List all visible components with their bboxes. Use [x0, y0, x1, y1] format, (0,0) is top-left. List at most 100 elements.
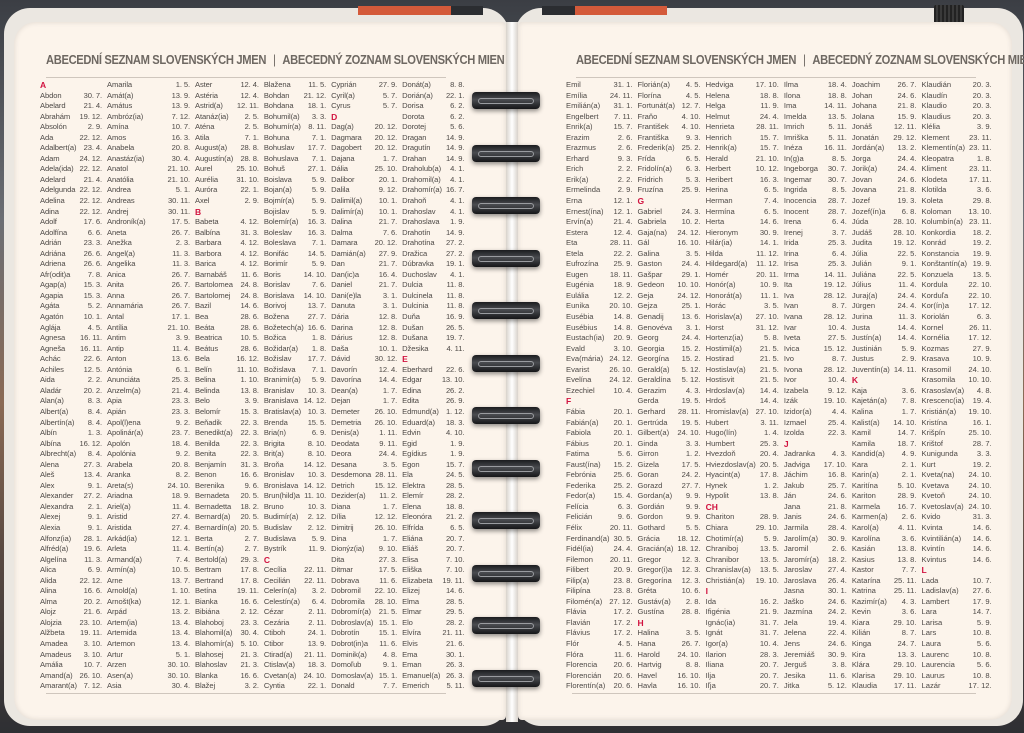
name-day-date: 14. 4. [759, 396, 779, 406]
name-entry: Duňa 16. 9. [402, 312, 464, 323]
name: Hrdoslav(a) [705, 385, 745, 395]
name-day-date: 10. 3. [307, 406, 327, 416]
name: Elizabeta [402, 575, 433, 585]
name-day-date: 28. 10. [893, 217, 917, 227]
name-day-date: 6. 9. [311, 428, 327, 438]
name-entry: Kandid(a) 4. 9. [852, 449, 917, 460]
name-entry: Edina 26. 2. [402, 386, 464, 397]
name-entry: Lazár 17. 12. [922, 681, 992, 692]
letter-heading: G [637, 196, 645, 207]
name-entry: Eman 26. 3. [402, 660, 464, 671]
name-entry: Apián 23. 3. [107, 407, 190, 418]
name: Klélia [921, 122, 941, 132]
name-day-date: 17. 7. [307, 143, 327, 153]
name: Hildegard(a) [705, 259, 748, 269]
name-entry: Eunika 20. 10. [566, 301, 632, 312]
name-entry: Elfrída 6. 5. [402, 523, 464, 534]
name: Fabiola [566, 428, 591, 438]
name: Bohumil(a) [263, 111, 300, 121]
name-day-date: 16. 8. [827, 470, 847, 480]
name: Chiara [705, 522, 728, 532]
name-day-date: 4. 10. [445, 428, 465, 438]
name: Artemon [107, 638, 135, 648]
name: Alfréd(a) [40, 544, 69, 554]
name: Kunigunda [921, 449, 958, 459]
name-day-date: 25. 3. [759, 438, 779, 448]
name-day-date: 20. 11. [756, 269, 779, 279]
name: Benilda [195, 438, 220, 448]
name: Filemon [566, 554, 594, 564]
name-day-date: 27. 4. [171, 512, 191, 522]
name-day-date: 21. 8. [897, 101, 917, 111]
name: Gregor [637, 554, 662, 564]
name: Katrina [851, 586, 876, 596]
name-entry: Kristína 16. 1. [922, 418, 992, 429]
name-day-date: 22. 12. [79, 185, 102, 195]
name-entry: Bertold(a) 29. 3. [195, 555, 259, 566]
name-entry: Drahomil(a) 4. 1. [402, 175, 464, 186]
name: Benon [195, 470, 217, 480]
name: Krasomila [921, 375, 956, 385]
name: Ada [40, 132, 54, 142]
name-day-date: 27. 12. [609, 596, 633, 606]
name: Jaroslav [783, 565, 813, 575]
name-entry: Ignác(ia) 31. 7. [706, 618, 779, 629]
name: Bohuš [263, 164, 285, 174]
name-entry: Adina 22. 12. [40, 207, 102, 218]
name-entry: Dobrot(in)a 11. 6. [331, 639, 397, 650]
name-entry: Demeter 26. 10. [331, 407, 397, 418]
name-entry: Katrina 25. 11. [852, 586, 917, 597]
name: Herbert [705, 164, 731, 174]
name: Kvintín [921, 544, 945, 554]
name: Arabela [107, 459, 133, 469]
name: Edvin [402, 428, 421, 438]
name-day-date: 3. 5. [764, 301, 779, 311]
name-entry: Kunigunda 3. 3. [922, 449, 992, 460]
name: Jonatán [851, 132, 879, 142]
name: Blažej [195, 681, 216, 691]
name-entry: Florencián 20. 6. [566, 671, 632, 682]
name-day-date: 28. 11. [375, 470, 398, 480]
name-day-date: 4. 3. [832, 449, 847, 459]
right-header-divider [576, 77, 976, 78]
name: Auróra [195, 185, 218, 195]
name: Harold [637, 649, 660, 659]
name: Július [851, 280, 872, 290]
name-day-date: 24. 10. [968, 491, 992, 501]
name-day-date: 12. 1. [613, 206, 633, 216]
name-day-date: 2. 1. [87, 501, 102, 511]
name-day-date: 24. 10. [968, 501, 992, 511]
name: Konštantín(a) [921, 259, 968, 269]
name-day-date: 17. 5. [681, 459, 701, 469]
name: Helena [705, 90, 730, 100]
name: Johana [851, 101, 877, 111]
name-day-date: 30. 1. [445, 649, 465, 659]
name-entry: Bea 28. 6. [195, 312, 259, 323]
name-day-date: 10. 4. [827, 322, 847, 332]
name-day-date: 24. 4. [681, 333, 701, 343]
name-entry: Fabiola 20. 1. [566, 428, 632, 439]
name: Geraldína [637, 375, 671, 385]
name: Apol(l)ena [107, 417, 141, 427]
name: Agnesa [40, 333, 66, 343]
name-day-date: 28. 5. [445, 480, 465, 490]
name-day-date: 28. 12. [823, 312, 847, 322]
name: Horác [705, 301, 726, 311]
name-day-date: 22. 4. [827, 628, 847, 638]
name: Alex [40, 480, 55, 490]
name-day-date: 4. 5. [685, 90, 701, 100]
name-day-date: 5. 2. [87, 301, 102, 311]
name-entry: Gerazim 4. 3. [637, 386, 700, 397]
name-day-date: 17. 8. [240, 575, 259, 585]
name-day-date: 11. 2. [379, 491, 398, 501]
name-day-date: 16. 6. [240, 670, 259, 680]
name-entry: Chiara 29. 10. [706, 523, 779, 534]
name-entry: Bonifác 14. 5. [264, 249, 326, 260]
name-entry: Amadea 3. 10. [40, 639, 102, 650]
name: Angelika [107, 259, 136, 269]
name: Laurenc [921, 649, 949, 659]
name: Heribert [705, 174, 733, 184]
name: Gregorína [637, 575, 672, 585]
name-day-date: 11. 4. [172, 343, 190, 353]
name: Dušan [402, 322, 424, 332]
